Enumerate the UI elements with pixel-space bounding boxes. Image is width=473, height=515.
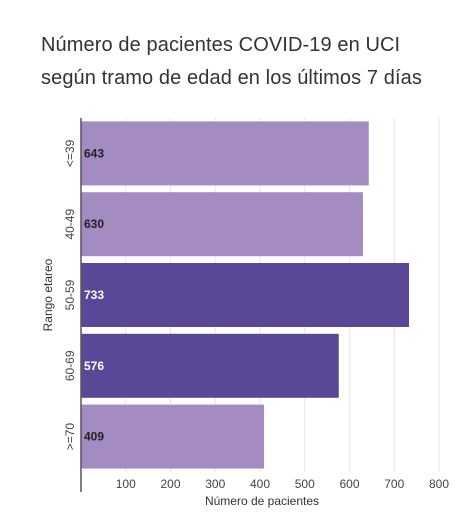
data-label: 733: [84, 288, 104, 302]
chart-title-line-2: según tramo de edad en los últimos 7 día…: [41, 67, 422, 89]
bar-50-59: [81, 263, 410, 327]
x-tick-label: 800: [429, 477, 449, 491]
data-label: 576: [84, 359, 104, 373]
y-tick-label: 50-59: [63, 279, 77, 310]
x-tick-label: 100: [116, 477, 136, 491]
bars: [81, 121, 410, 469]
x-tick-label: 500: [295, 477, 315, 491]
data-labels: 643 630 733 576 409: [84, 146, 104, 443]
y-tick-label: 60-69: [63, 350, 77, 381]
bar->=70: [81, 404, 265, 469]
x-tick-label: 200: [160, 477, 180, 491]
y-tick-label: <=39: [63, 139, 77, 167]
x-tick-label: 700: [384, 477, 404, 491]
y-axis-title: Rango etareo: [41, 258, 55, 331]
data-label: 630: [84, 217, 104, 231]
x-tick-label: 600: [339, 477, 359, 491]
data-label: 409: [84, 430, 104, 444]
y-tick-label: >=70: [63, 423, 77, 451]
y-tick-label: 40-49: [63, 209, 77, 240]
y-axis-ticks: <=39 40-49 50-59 60-69 >=70: [63, 139, 77, 450]
bar-60-69: [81, 333, 339, 398]
bar-40-49: [81, 192, 363, 257]
x-axis-title: Número de pacientes: [205, 494, 319, 508]
x-tick-label: 300: [205, 477, 225, 491]
x-tick-label: 400: [250, 477, 270, 491]
data-label: 643: [84, 146, 104, 160]
bar-<=39: [81, 121, 369, 186]
x-axis-ticks: 100 200 300 400 500 600 700 800: [116, 477, 450, 491]
chart-title-line-1: Número de pacientes COVID-19 en UCI: [41, 34, 401, 56]
